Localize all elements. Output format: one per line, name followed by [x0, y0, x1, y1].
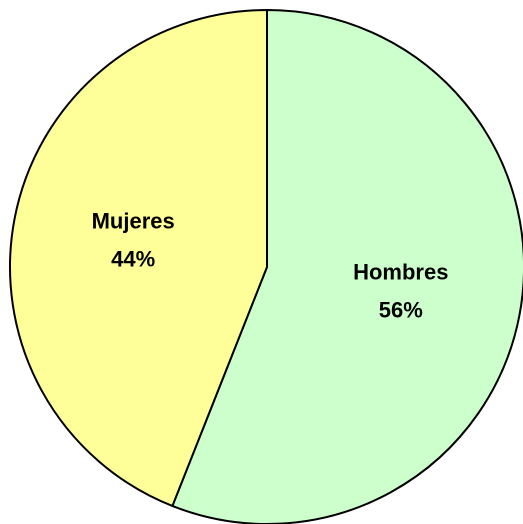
slice-category-label: Hombres: [353, 259, 448, 284]
slice-value-label: 44%: [111, 246, 155, 271]
pie-slice: [9, 8, 268, 508]
pie-slice: [171, 8, 523, 524]
slice-value-label: 56%: [379, 297, 423, 322]
slice-category-label: Mujeres: [92, 208, 175, 233]
